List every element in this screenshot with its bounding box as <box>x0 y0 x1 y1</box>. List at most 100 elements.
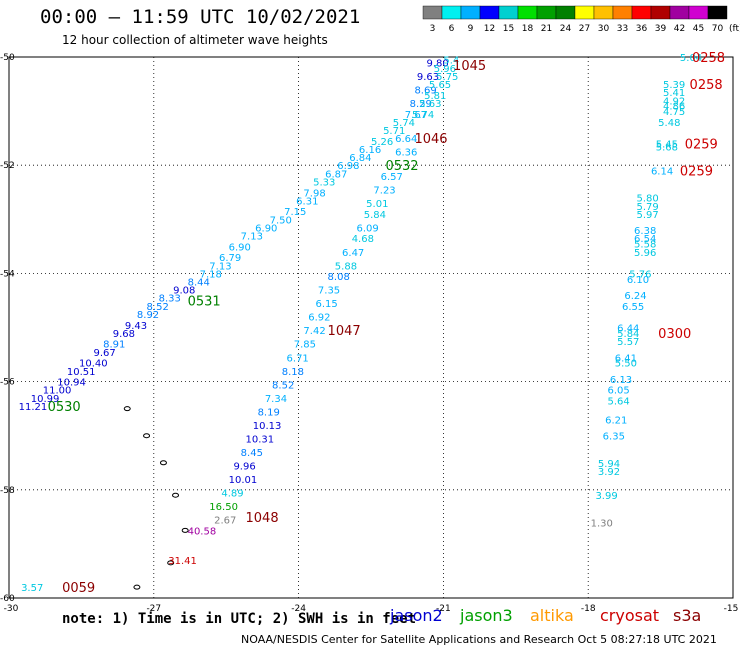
wave-height-label: 11.00 <box>43 386 72 397</box>
wave-height-label: 5.81 <box>424 91 446 102</box>
wave-height-label: 10.31 <box>246 434 275 445</box>
wave-height-label: 5.88 <box>335 261 357 272</box>
wave-height-label: 6.31 <box>296 196 318 207</box>
wave-height-label: 5.94 <box>598 459 620 470</box>
legend-value: 39 <box>655 24 667 34</box>
wave-height-label: 6.15 <box>315 299 337 310</box>
x-tick-label: -30 <box>4 604 19 614</box>
wave-height-label: 6.38 <box>634 226 656 237</box>
legend-swatch <box>517 5 538 20</box>
wave-height-label: 6.71 <box>287 353 309 364</box>
legend-swatch <box>479 5 500 20</box>
legend-swatch <box>441 5 462 20</box>
wave-height-label: 6.55 <box>622 302 644 313</box>
legend-value: 30 <box>598 24 610 34</box>
wave-height-label: 10.01 <box>229 475 258 486</box>
wave-height-label: 9.80 <box>427 58 449 69</box>
wave-height-label: 4.86 <box>663 102 685 113</box>
island-outline <box>143 433 151 439</box>
wave-height-label: 10.40 <box>79 359 108 370</box>
wave-height-label: 8.08 <box>328 272 350 283</box>
x-tick-label: -27 <box>146 604 161 614</box>
wave-height-label: 5.01 <box>366 199 388 210</box>
map-frame <box>8 56 734 599</box>
legend-swatch <box>422 5 443 20</box>
wave-height-label: 5.63 <box>419 99 441 110</box>
wave-height-label: 7.50 <box>270 215 292 226</box>
wave-height-label: 6.87 <box>325 169 347 180</box>
wave-height-label: 6.79 <box>219 253 241 264</box>
pass-time-label: 1045 <box>453 59 486 74</box>
wave-height-label: 6.98 <box>337 161 359 172</box>
legend-value: 6 <box>449 24 455 34</box>
pass-time-label: 0532 <box>385 159 418 174</box>
wave-height-label: 7.23 <box>373 186 395 197</box>
wave-height-label: 8.52 <box>147 302 169 313</box>
legend-value: 42 <box>674 24 685 34</box>
pass-time-label: 0258 <box>690 78 723 93</box>
x-tick-label: -18 <box>581 604 596 614</box>
wave-height-label: 9.08 <box>173 286 195 297</box>
legend-value: 21 <box>541 24 552 34</box>
wave-height-label: 16.50 <box>209 502 238 513</box>
wave-height-label: 6.64 <box>395 134 417 145</box>
wave-height-label: 7.13 <box>209 261 231 272</box>
pass-time-label: 0300 <box>658 327 691 342</box>
pass-time-label: 0059 <box>62 581 95 596</box>
legend-swatch <box>574 5 595 20</box>
pass-time-label: 0530 <box>48 400 81 415</box>
wave-height-label: 7.35 <box>318 286 340 297</box>
pass-time-label: 0258 <box>692 51 725 66</box>
wave-height-label: 6.36 <box>395 148 417 159</box>
wave-height-label: 5.48 <box>658 118 680 129</box>
wave-height-label: 5.84 <box>364 210 386 221</box>
wave-height-label: 9.68 <box>113 329 135 340</box>
y-tick-label: -60 <box>0 594 15 604</box>
wave-height-label: 8.33 <box>159 294 181 305</box>
legend-value: 9 <box>468 24 474 34</box>
wave-height-label: 11.21 <box>19 402 48 413</box>
wave-height-label: 6.13 <box>610 375 632 386</box>
legend-value: 3 <box>430 24 436 34</box>
wave-height-label: 9.63 <box>417 72 439 83</box>
map-subtitle: 12 hour collection of altimeter wave hei… <box>62 33 328 47</box>
wave-height-label: 5.4 <box>443 56 459 67</box>
wave-height-label: 3.92 <box>598 467 620 478</box>
legend-value: 33 <box>617 24 628 34</box>
pass-time-label: 1047 <box>328 324 361 339</box>
legend-swatch <box>498 5 519 20</box>
wave-height-label: 8.92 <box>137 310 159 321</box>
x-tick-label: -24 <box>291 604 306 614</box>
pass-time-label: 1048 <box>246 511 279 526</box>
wave-height-label: 4.75 <box>663 107 685 118</box>
legend-swatch <box>669 5 690 20</box>
pass-time-label: 0259 <box>680 165 713 180</box>
wave-height-label: 5.75 <box>436 72 458 83</box>
wave-height-label: 8.44 <box>188 278 210 289</box>
wave-height-label: 5.68 <box>656 142 678 153</box>
wave-height-label: 6.84 <box>349 153 371 164</box>
wave-height-label: 6.16 <box>359 145 381 156</box>
wave-height-label: 10.51 <box>67 367 96 378</box>
wave-height-label: 9.96 <box>233 461 255 472</box>
wave-height-label: 5.84 <box>617 329 639 340</box>
axis-tick-labels: -30 -27 -24 -21 -18 -15 -50 -52 -54 -56 -58 -60 <box>0 53 738 614</box>
legend-swatch <box>555 5 576 20</box>
legend-swatch <box>707 5 728 20</box>
wave-height-label: 8.19 <box>258 407 280 418</box>
legend-swatch <box>631 5 652 20</box>
wave-height-label: 5.45 <box>656 140 678 151</box>
wave-height-label: 5.04 <box>680 53 702 64</box>
wave-height-label: 5.96 <box>434 64 456 75</box>
pass-time-label: 0531 <box>188 294 221 309</box>
wave-height-label: 5.50 <box>615 359 637 370</box>
pass-time-label: 0259 <box>685 138 718 153</box>
wave-height-label: 5.39 <box>663 80 685 91</box>
legend-value: 36 <box>636 24 648 34</box>
footer-credit: NOAA/NESDIS Center for Satellite Applica… <box>241 633 717 646</box>
wave-height-label: 6.47 <box>342 248 364 259</box>
legend-value: 70 <box>712 24 724 34</box>
wave-height-values: 9.809.638.698.297.675.745.715.266.166.84… <box>19 53 703 594</box>
legend-value: 24 <box>560 24 572 34</box>
